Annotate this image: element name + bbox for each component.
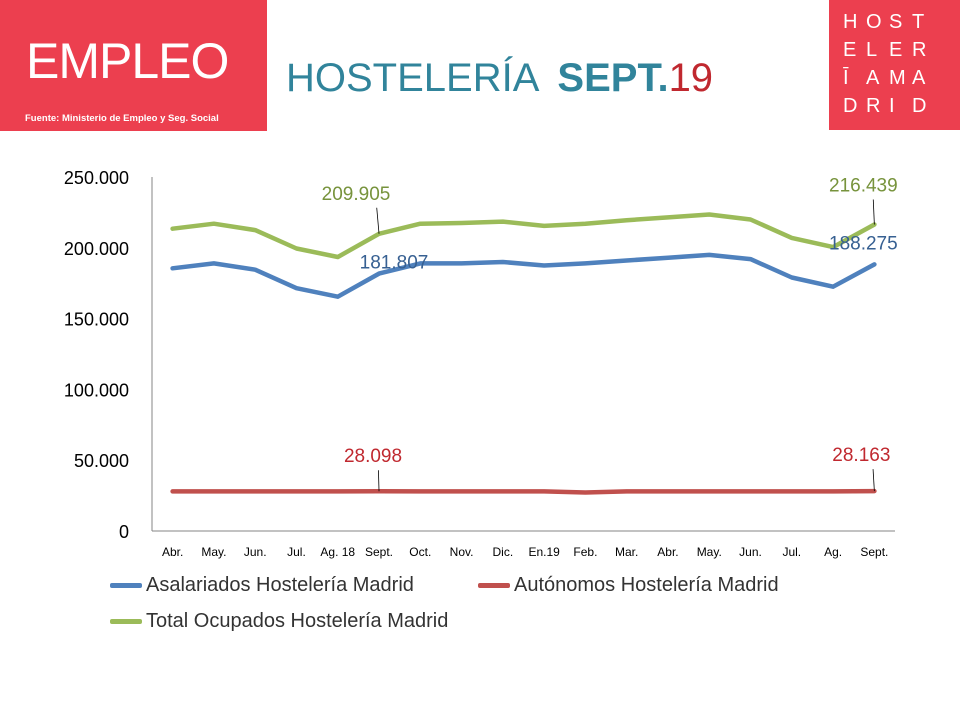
y-tick-label: 250.000 xyxy=(64,168,129,188)
x-tick-label: Jun. xyxy=(739,545,762,559)
x-tick-label: Jul. xyxy=(287,545,306,559)
data-label: 209.905 xyxy=(322,184,391,205)
x-tick-label: En.19 xyxy=(528,545,560,559)
chart-axes: 0 50.000 100.000 150.000 200.000 250.000 Abr. M… xyxy=(64,168,895,559)
data-label: 28.163 xyxy=(832,445,890,466)
source-note: Fuente: Ministerio de Empleo y Seg. Soci… xyxy=(25,113,219,124)
y-tick-label: 150.000 xyxy=(64,310,129,330)
logo-letter: R xyxy=(866,95,881,117)
x-tick-label: May. xyxy=(201,545,226,559)
legend-item: Total Ocupados Hostelería Madrid xyxy=(110,610,448,633)
logo-letter: E xyxy=(889,39,903,61)
logo-letter: E xyxy=(843,39,857,61)
y-tick-label: 50.000 xyxy=(74,451,129,471)
data-label-leader xyxy=(872,469,875,492)
legend-swatch xyxy=(110,583,142,588)
title-main: HOSTELERÍA xyxy=(286,56,540,100)
x-tick-label: Sept. xyxy=(365,545,393,559)
logo-letter: H xyxy=(843,11,858,33)
logo-letter: I xyxy=(889,95,895,117)
series-line-0 xyxy=(170,252,877,299)
logo-letter: L xyxy=(866,39,878,61)
logo-letter: A xyxy=(866,67,880,89)
legend-item: Autónomos Hostelería Madrid xyxy=(478,574,779,597)
x-tick-label: Ag. xyxy=(824,545,842,559)
x-tick-label: May. xyxy=(697,545,722,559)
x-tick-label: Ag. 18 xyxy=(320,545,355,559)
logo-letter xyxy=(935,12,958,40)
legend-item: Asalariados Hostelería Madrid xyxy=(110,574,414,597)
logo-letter xyxy=(935,40,958,68)
legend-swatch xyxy=(110,619,142,624)
legend-label: Asalariados Hostelería Madrid xyxy=(146,574,414,596)
data-label-leader xyxy=(376,207,380,234)
data-label: 28.098 xyxy=(344,446,402,467)
y-tick-label: 0 xyxy=(119,522,129,542)
legend-label: Total Ocupados Hostelería Madrid xyxy=(146,610,449,632)
x-tick-label: Jun. xyxy=(244,545,267,559)
chart-series xyxy=(170,212,877,495)
logo-letter: R xyxy=(912,39,927,61)
y-tick-label: 100.000 xyxy=(64,380,129,400)
logo-letter: O xyxy=(866,11,882,33)
banner-title: EMPLEO xyxy=(26,33,229,89)
x-tick-label: Mar. xyxy=(615,545,638,559)
x-tick-label: Nov. xyxy=(450,545,474,559)
y-tick-label: 200.000 xyxy=(64,239,129,259)
logo-letter xyxy=(935,68,958,96)
chart-annotations: 209.905 181.807 28.098 216.439 188.275 28.163 xyxy=(322,176,898,492)
x-tick-label: Jul. xyxy=(782,545,801,559)
logo-letter: S xyxy=(889,11,903,33)
series-line-2 xyxy=(170,212,877,260)
data-label-leader xyxy=(378,470,380,492)
x-tick-label: Abr. xyxy=(162,545,183,559)
legend-label: Autónomos Hostelería Madrid xyxy=(514,574,779,596)
logo-letter: M xyxy=(889,67,906,89)
page-title: HOSTELERÍA SEPT.19 xyxy=(286,58,713,98)
x-tick-label: Dic. xyxy=(493,545,514,559)
x-tick-label: Sept. xyxy=(860,545,888,559)
series-line-1 xyxy=(170,488,877,495)
x-tick-label: Oct. xyxy=(409,545,431,559)
data-label: 188.275 xyxy=(829,233,898,254)
title-year: 19 xyxy=(668,56,714,100)
legend-swatch xyxy=(478,583,510,588)
logo-letter xyxy=(935,96,958,124)
logo-letter: D xyxy=(843,95,858,117)
title-month: SEPT. xyxy=(557,56,669,100)
x-tick-label: Feb. xyxy=(573,545,597,559)
logo-letter: T xyxy=(912,11,925,33)
data-label: 181.807 xyxy=(360,253,429,274)
logo-letter: D xyxy=(912,95,927,117)
logo-letter: A xyxy=(912,67,926,89)
data-label: 216.439 xyxy=(829,176,898,197)
data-label-leader xyxy=(872,199,875,225)
x-tick-label: Abr. xyxy=(657,545,678,559)
logo-letter: Ī xyxy=(843,67,849,89)
empleo-banner: EMPLEO Fuente: Ministerio de Empleo y Se… xyxy=(0,0,267,131)
